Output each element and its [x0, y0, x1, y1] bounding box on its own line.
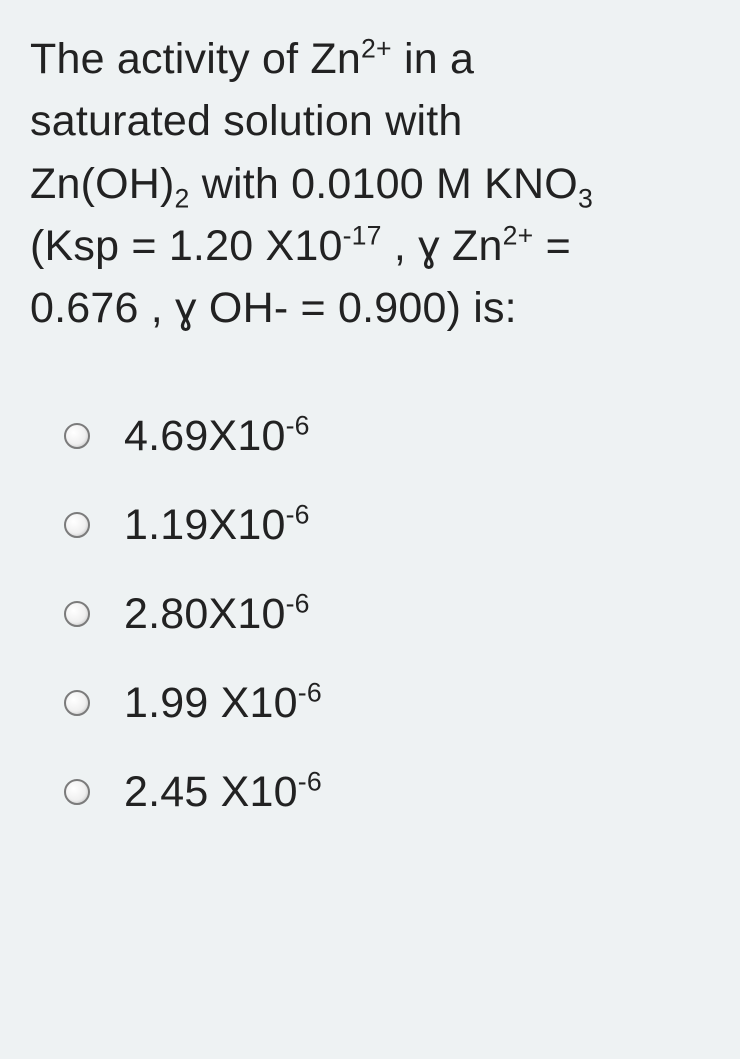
radio-option-1[interactable] — [64, 423, 90, 449]
q-line1-sup: 2+ — [361, 34, 392, 64]
radio-option-5[interactable] — [64, 779, 90, 805]
q-line2: saturated solution with — [30, 97, 462, 145]
option-sup: -6 — [286, 588, 310, 618]
q-line3-a: Zn(OH) — [30, 160, 175, 208]
q-line4-c: = — [533, 222, 570, 270]
option-sup: -6 — [286, 499, 310, 529]
q-line1-a: The activity of Zn — [30, 35, 361, 83]
option-label: 1.19X10-6 — [124, 501, 310, 550]
option-sup: -6 — [286, 410, 310, 440]
option-sup: -6 — [298, 766, 322, 796]
option-row[interactable]: 2.80X10-6 — [64, 590, 710, 639]
q-line4-sup2: 2+ — [503, 221, 534, 251]
options-list: 4.69X10-6 1.19X10-6 2.80X10-6 1.99 X10-6 — [30, 412, 710, 817]
option-prefix: 2.45 X10 — [124, 768, 298, 816]
option-label: 4.69X10-6 — [124, 412, 310, 461]
option-prefix: 1.99 X10 — [124, 679, 298, 727]
option-row[interactable]: 1.99 X10-6 — [64, 679, 710, 728]
q-line4-a: (Ksp = 1.20 X10 — [30, 222, 343, 270]
option-prefix: 4.69X10 — [124, 412, 286, 460]
radio-option-4[interactable] — [64, 690, 90, 716]
option-label: 2.45 X10-6 — [124, 768, 322, 817]
option-row[interactable]: 2.45 X10-6 — [64, 768, 710, 817]
option-label: 1.99 X10-6 — [124, 679, 322, 728]
q-line5: 0.676 , ɣ OH- = 0.900) is: — [30, 284, 517, 332]
q-line3-sub1: 2 — [175, 183, 190, 213]
question-text: The activity of Zn2+ in a saturated solu… — [30, 28, 710, 340]
q-line4-b: , ɣ Zn — [382, 222, 503, 270]
q-line4-sup1: -17 — [343, 221, 382, 251]
q-line1-b: in a — [392, 35, 474, 83]
option-prefix: 2.80X10 — [124, 590, 286, 638]
option-row[interactable]: 4.69X10-6 — [64, 412, 710, 461]
option-row[interactable]: 1.19X10-6 — [64, 501, 710, 550]
radio-option-3[interactable] — [64, 601, 90, 627]
option-sup: -6 — [298, 677, 322, 707]
q-line3-b: with 0.0100 M KNO — [190, 160, 578, 208]
option-label: 2.80X10-6 — [124, 590, 310, 639]
radio-option-2[interactable] — [64, 512, 90, 538]
option-prefix: 1.19X10 — [124, 501, 286, 549]
q-line3-sub2: 3 — [578, 183, 593, 213]
